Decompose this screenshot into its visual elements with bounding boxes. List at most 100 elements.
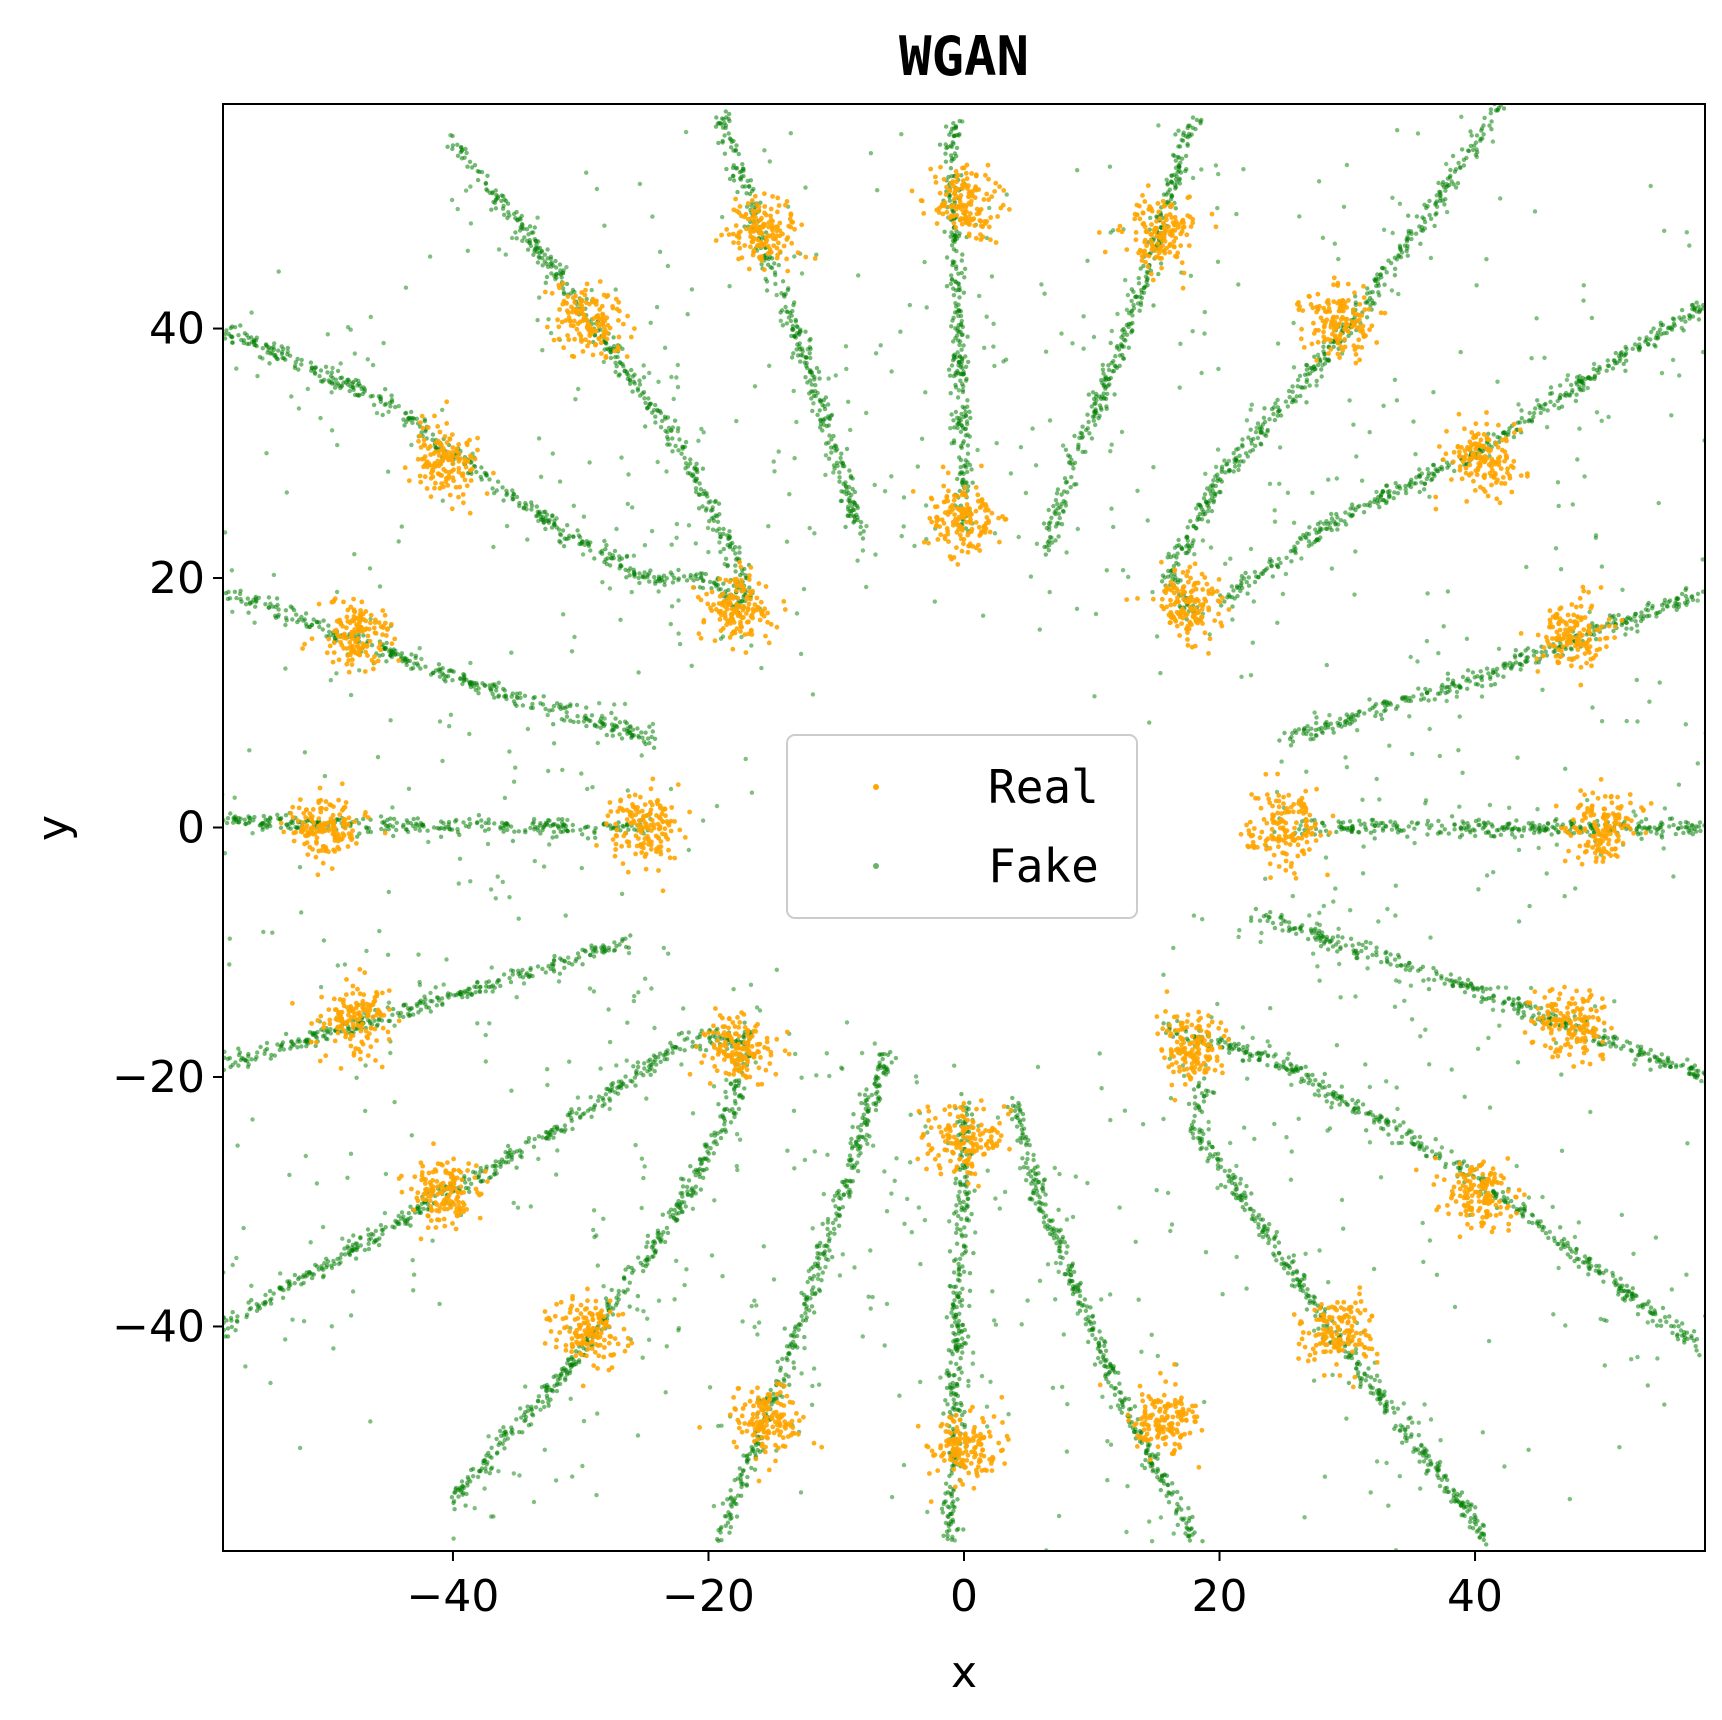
fake-point xyxy=(717,512,722,517)
fake-point xyxy=(666,425,672,431)
fake-point xyxy=(1698,828,1703,834)
fake-point xyxy=(683,439,689,445)
fake-point xyxy=(1684,1272,1689,1277)
fake-point xyxy=(538,474,544,479)
fake-point xyxy=(594,186,600,192)
fake-point xyxy=(1296,727,1302,732)
fake-point xyxy=(727,284,732,289)
fake-point xyxy=(1645,602,1650,608)
fake-point xyxy=(1262,1050,1268,1055)
fake-point xyxy=(1457,685,1463,690)
fake-point xyxy=(468,221,474,226)
fake-point xyxy=(1437,691,1443,696)
fake-point xyxy=(1269,564,1274,569)
fake-point xyxy=(1185,542,1191,547)
fake-point xyxy=(1169,179,1175,185)
fake-point xyxy=(1568,1246,1573,1252)
fake-point xyxy=(1537,830,1542,835)
fake-point xyxy=(1034,541,1040,546)
fake-point xyxy=(1432,697,1438,702)
fake-point xyxy=(1103,374,1108,379)
fake-point xyxy=(485,173,490,178)
fake-point xyxy=(1226,458,1232,464)
fake-point xyxy=(1249,1191,1254,1196)
fake-point xyxy=(952,133,958,138)
fake-point xyxy=(1238,459,1244,464)
fake-point xyxy=(1410,751,1415,757)
fake-point xyxy=(1136,281,1142,286)
fake-point xyxy=(1185,525,1190,530)
fake-point xyxy=(831,433,836,439)
fake-point xyxy=(1606,363,1612,369)
fake-point xyxy=(1161,1116,1166,1122)
fake-point xyxy=(1302,385,1308,390)
fake-point xyxy=(1207,498,1213,503)
fake-point xyxy=(776,262,781,268)
fake-point xyxy=(564,281,570,287)
fake-point xyxy=(1270,574,1276,579)
fake-point xyxy=(1291,365,1297,370)
fake-point xyxy=(1393,1423,1399,1429)
fake-point xyxy=(1049,515,1054,520)
fake-point xyxy=(727,111,732,117)
fake-point xyxy=(727,136,733,141)
fake-point xyxy=(1328,520,1333,525)
fake-point xyxy=(1670,316,1676,321)
fake-point xyxy=(1113,364,1118,369)
fake-point xyxy=(1261,914,1267,919)
fake-point xyxy=(1449,978,1455,983)
fake-point xyxy=(1425,467,1430,472)
fake-point xyxy=(1611,358,1617,363)
fake-point xyxy=(1204,1146,1209,1151)
fake-point xyxy=(793,335,798,340)
fake-point xyxy=(744,191,749,196)
fake-point xyxy=(1253,906,1259,912)
fake-point xyxy=(1154,214,1159,219)
fake-point xyxy=(1370,289,1375,295)
fake-point xyxy=(1268,1006,1273,1011)
fake-point xyxy=(965,398,970,403)
fake-point xyxy=(1553,546,1559,551)
fake-point xyxy=(1115,311,1120,317)
fake-point xyxy=(1324,1099,1330,1104)
fake-point xyxy=(746,183,752,189)
fake-point xyxy=(719,116,725,121)
fake-point xyxy=(1515,1060,1521,1065)
fake-point xyxy=(1656,500,1661,506)
fake-point xyxy=(1248,1051,1253,1057)
fake-point xyxy=(1593,637,1599,642)
fake-point xyxy=(1517,662,1523,667)
fake-point xyxy=(1251,1208,1256,1214)
fake-point xyxy=(1374,276,1379,281)
fake-point xyxy=(1364,1111,1369,1116)
fake-point xyxy=(1374,953,1379,958)
fake-point xyxy=(1201,1099,1207,1104)
fake-point xyxy=(1396,1140,1401,1146)
fake-point xyxy=(1374,710,1379,715)
fake-point xyxy=(1206,1127,1211,1132)
fake-point xyxy=(1313,930,1319,936)
fake-point xyxy=(496,247,502,252)
fake-point xyxy=(1488,111,1494,116)
fake-point xyxy=(1145,518,1150,523)
fake-point xyxy=(1211,478,1216,483)
fake-point xyxy=(1654,614,1659,619)
fake-point xyxy=(1236,1047,1242,1053)
fake-point xyxy=(561,268,566,273)
fake-point xyxy=(1215,205,1220,211)
fake-point xyxy=(1092,694,1097,699)
fake-point xyxy=(1312,366,1318,372)
fake-point xyxy=(1624,1039,1630,1044)
fake-point xyxy=(1368,500,1373,505)
fake-point xyxy=(721,526,726,532)
fake-point xyxy=(1623,368,1628,373)
fake-point xyxy=(1399,828,1404,834)
fake-point xyxy=(722,151,728,156)
fake-point xyxy=(1367,1383,1373,1388)
fake-point xyxy=(1125,292,1131,298)
fake-point xyxy=(1261,415,1267,420)
fake-point xyxy=(1633,1057,1638,1062)
fake-point xyxy=(532,237,537,242)
fake-point xyxy=(1323,855,1329,860)
fake-point xyxy=(1247,1057,1252,1063)
